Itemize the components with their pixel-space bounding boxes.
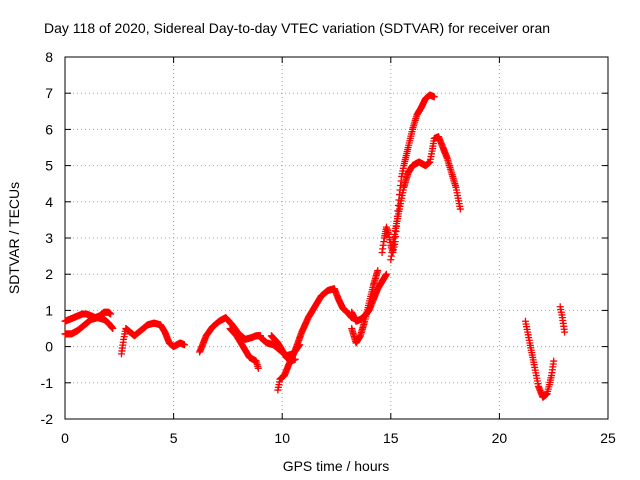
y-tick-label: 8: [45, 49, 53, 65]
sdtvar-points: [61, 91, 569, 401]
data-point: [430, 93, 438, 101]
data-point: [456, 205, 464, 213]
grid-lines: [65, 57, 608, 419]
y-axis-title: SDTVAR / TECUs: [6, 182, 22, 294]
y-tick-label: 5: [45, 158, 53, 174]
y-tick-label: -1: [41, 375, 54, 391]
y-tick-label: 6: [45, 121, 53, 137]
data-point: [550, 357, 558, 365]
x-axis-title: GPS time / hours: [283, 458, 390, 474]
x-axis-tick-labels: 0 5 10 15 20 25: [61, 430, 616, 446]
data-point: [107, 310, 115, 318]
x-tick-label: 10: [274, 430, 290, 446]
y-tick-label: 0: [45, 339, 53, 355]
data-point: [254, 364, 262, 372]
y-tick-label: 7: [45, 85, 53, 101]
data-point: [109, 325, 117, 332]
x-tick-label: 15: [383, 430, 399, 446]
x-tick-label: 5: [170, 430, 178, 446]
y-tick-label: -2: [41, 411, 54, 427]
x-tick-label: 0: [61, 430, 69, 446]
axis-ticks: [64, 56, 609, 420]
y-tick-label: 4: [45, 194, 53, 210]
y-tick-label: 1: [45, 302, 53, 318]
data-point: [180, 341, 188, 349]
y-axis-tick-labels: -2 -1 0 1 2 3 4 5 6 7 8: [41, 49, 54, 427]
y-tick-label: 2: [45, 266, 53, 282]
chart-title: Day 118 of 2020, Sidereal Day-to-day VTE…: [44, 20, 550, 36]
x-tick-label: 25: [600, 430, 616, 446]
data-point: [561, 328, 569, 336]
data-point: [382, 270, 390, 278]
y-tick-label: 3: [45, 230, 53, 246]
x-tick-label: 20: [492, 430, 508, 446]
data-point: [374, 267, 382, 275]
